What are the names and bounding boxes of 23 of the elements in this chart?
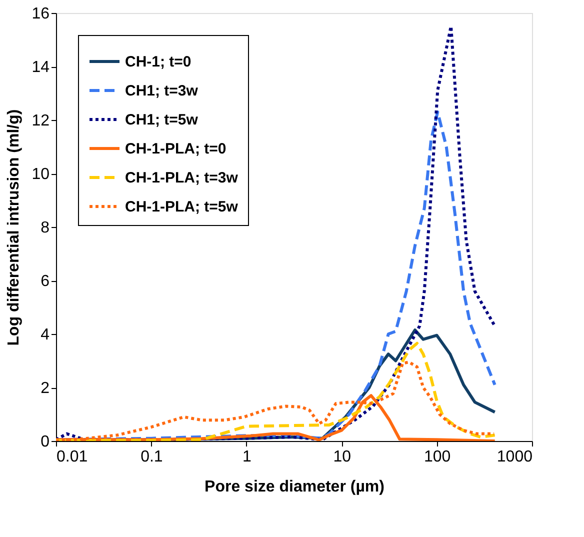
- x-tick-label: 0.01: [56, 448, 88, 466]
- y-tick-label: 6: [40, 273, 50, 290]
- legend-label: CH-1-PLA; t=5w: [125, 198, 238, 216]
- y-tick-label: 12: [32, 112, 50, 130]
- x-axis-title: Pore size diameter (µm): [204, 478, 384, 496]
- x-tick-label: 0.1: [140, 448, 163, 466]
- legend-label: CH-1-PLA; t=3w: [125, 170, 238, 186]
- y-tick-label: 14: [32, 59, 50, 76]
- x-tick-label: 1000: [496, 448, 533, 466]
- legend-label: CH1; t=5w: [125, 112, 198, 128]
- legend-label: CH-1; t=0: [125, 54, 192, 70]
- x-tick-label: 1: [242, 448, 252, 466]
- y-tick-label: 8: [40, 220, 50, 236]
- y-tick-label: 10: [32, 166, 50, 183]
- legend-label: CH1; t=3w: [125, 82, 198, 100]
- y-tick-label: 16: [32, 6, 50, 22]
- x-tick-label: 10: [333, 448, 352, 466]
- legend-label: CH-1-PLA; t=0: [125, 140, 226, 158]
- y-axis-title: Log differential intrusion (ml/g): [6, 109, 23, 346]
- x-tick-label: 100: [424, 448, 451, 466]
- y-tick-label: 4: [40, 326, 50, 344]
- y-tick-label: 2: [40, 380, 50, 397]
- y-tick-label: 0: [40, 434, 50, 450]
